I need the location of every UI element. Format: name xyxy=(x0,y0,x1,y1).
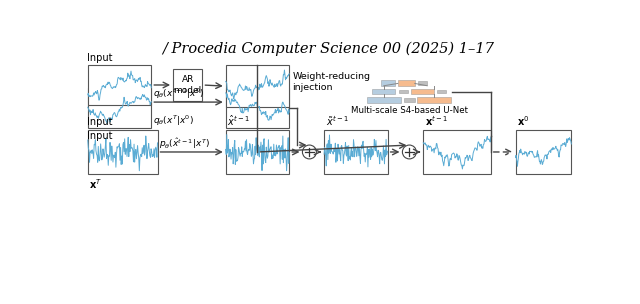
Text: $p_\theta(\hat{x}^{t-1}|x^T)$: $p_\theta(\hat{x}^{t-1}|x^T)$ xyxy=(159,136,210,151)
Bar xyxy=(132,65,151,105)
Bar xyxy=(226,88,289,128)
Text: / Procedia Computer Science 00 (2025) 1–17: / Procedia Computer Science 00 (2025) 1–… xyxy=(162,42,494,56)
Text: $\mathbf{x}^0$: $\mathbf{x}^0$ xyxy=(517,114,529,128)
Bar xyxy=(88,130,157,174)
Circle shape xyxy=(303,145,316,159)
Text: Input: Input xyxy=(87,131,113,141)
Bar xyxy=(516,130,572,174)
Bar xyxy=(423,130,491,174)
Text: $\hat{x}^{t-1}$: $\hat{x}^{t-1}$ xyxy=(227,114,250,128)
Bar xyxy=(226,65,244,107)
Text: Input: Input xyxy=(87,54,113,64)
Bar xyxy=(226,88,244,128)
Text: $\mathbf{x}^T$: $\mathbf{x}^T$ xyxy=(88,178,102,191)
Bar xyxy=(404,98,415,102)
Bar xyxy=(417,97,451,103)
Bar xyxy=(270,65,289,107)
Bar xyxy=(397,80,415,86)
Text: $\tilde{x}^{t-1}$: $\tilde{x}^{t-1}$ xyxy=(326,114,348,128)
Bar xyxy=(418,81,428,85)
Bar xyxy=(324,130,388,174)
Bar xyxy=(436,90,446,93)
Bar xyxy=(132,88,151,128)
Bar xyxy=(88,88,107,128)
Text: Input: Input xyxy=(87,117,113,127)
Bar xyxy=(226,65,289,107)
Text: Weight-reducing
injection: Weight-reducing injection xyxy=(292,72,371,92)
Bar xyxy=(411,89,434,94)
Circle shape xyxy=(403,145,417,159)
Bar xyxy=(226,130,289,174)
Bar xyxy=(270,88,289,128)
Bar xyxy=(173,69,202,101)
Text: $\mathbf{x}^{t-1}$: $\mathbf{x}^{t-1}$ xyxy=(425,114,448,128)
Bar xyxy=(88,65,151,105)
Text: Multi-scale S4-based U-Net: Multi-scale S4-based U-Net xyxy=(351,106,468,115)
Text: $q_\theta(x^T|x^0)$: $q_\theta(x^T|x^0)$ xyxy=(153,114,194,128)
Bar xyxy=(367,97,401,103)
Bar xyxy=(399,90,408,93)
Bar xyxy=(88,65,107,105)
Text: $q_\theta(x^{t-1}|x^0)$: $q_\theta(x^{t-1}|x^0)$ xyxy=(153,86,204,101)
Bar xyxy=(372,89,396,94)
Bar xyxy=(381,80,395,86)
Bar xyxy=(88,88,151,128)
Text: AR
model: AR model xyxy=(173,75,202,95)
